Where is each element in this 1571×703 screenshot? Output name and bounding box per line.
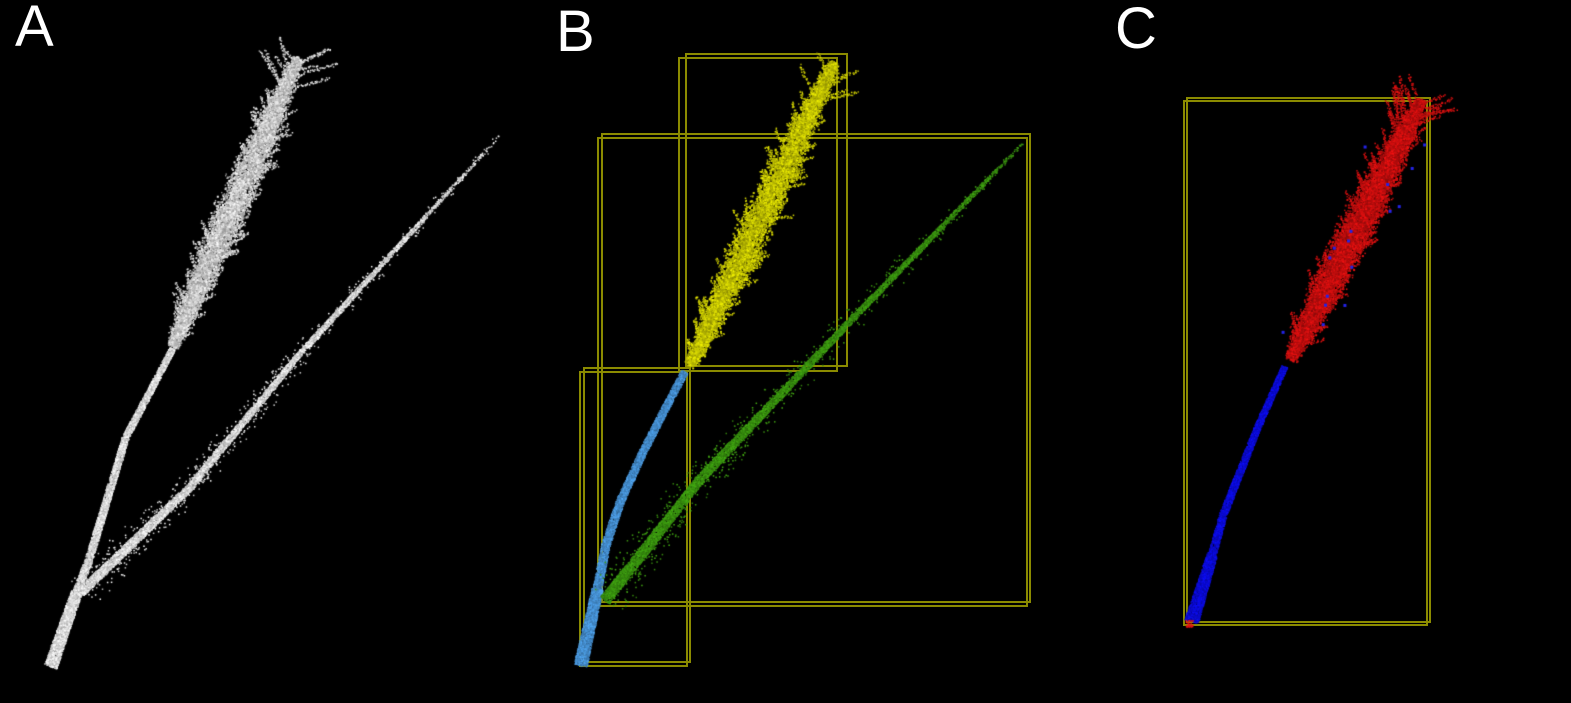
- panel-label-b: B: [556, 0, 595, 64]
- panel-label-c: C: [1115, 0, 1157, 61]
- panel-label-a: A: [15, 0, 54, 59]
